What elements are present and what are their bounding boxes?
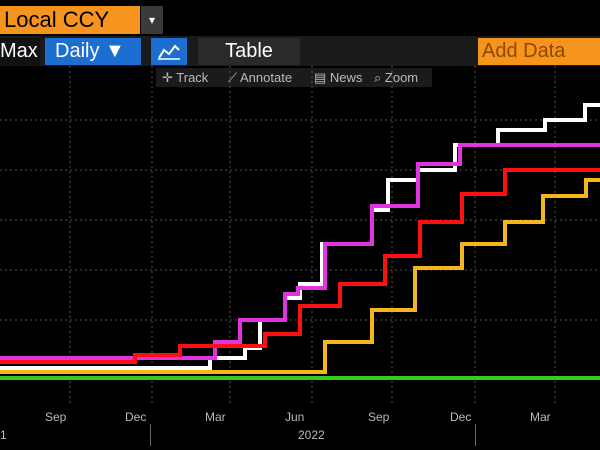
series-line-3: [0, 178, 600, 374]
currency-field[interactable]: Local CCY: [0, 6, 140, 34]
currency-dropdown-button[interactable]: ▾: [141, 6, 163, 34]
tick-label: Dec: [125, 410, 147, 424]
year-label-partial: 1: [0, 428, 7, 442]
frequency-dropdown[interactable]: Daily ▼: [45, 38, 141, 65]
tick-label: Sep: [45, 410, 67, 424]
series-line-2: [0, 168, 600, 364]
track-tool[interactable]: ✛ Track: [162, 70, 209, 85]
table-view-button[interactable]: Table: [198, 38, 300, 65]
zoom-tool[interactable]: ⌕ Zoom: [374, 70, 419, 85]
tick-label: Mar: [530, 410, 551, 424]
year-label: 2022: [298, 428, 325, 442]
chart-area[interactable]: [0, 66, 600, 406]
series-line-1: [0, 143, 600, 360]
gridlines: [0, 66, 600, 406]
chart-tools: ✛ Track ⟋ Annotate ▤ News ⌕ Zoom: [156, 68, 432, 87]
add-data-field[interactable]: Add Data: [478, 38, 600, 65]
range-max-button[interactable]: Max: [0, 38, 40, 65]
tick-label: Dec: [450, 410, 472, 424]
year-divider: [475, 424, 476, 446]
annotate-tool[interactable]: ⟋ Annotate: [228, 70, 293, 85]
news-tool[interactable]: ▤ News: [314, 70, 363, 85]
chart-view-toggle[interactable]: [151, 38, 187, 65]
triangle-down-icon: ▾: [148, 13, 156, 27]
tick-label: Mar: [205, 410, 226, 424]
line-chart-icon: [158, 44, 180, 60]
tick-label: Jun: [285, 410, 305, 424]
x-axis: Sep Dec Mar Jun Sep Dec Mar 1 2022: [0, 406, 600, 450]
tick-label: Sep: [368, 410, 390, 424]
series-layer: [0, 103, 600, 380]
year-divider: [150, 424, 151, 446]
